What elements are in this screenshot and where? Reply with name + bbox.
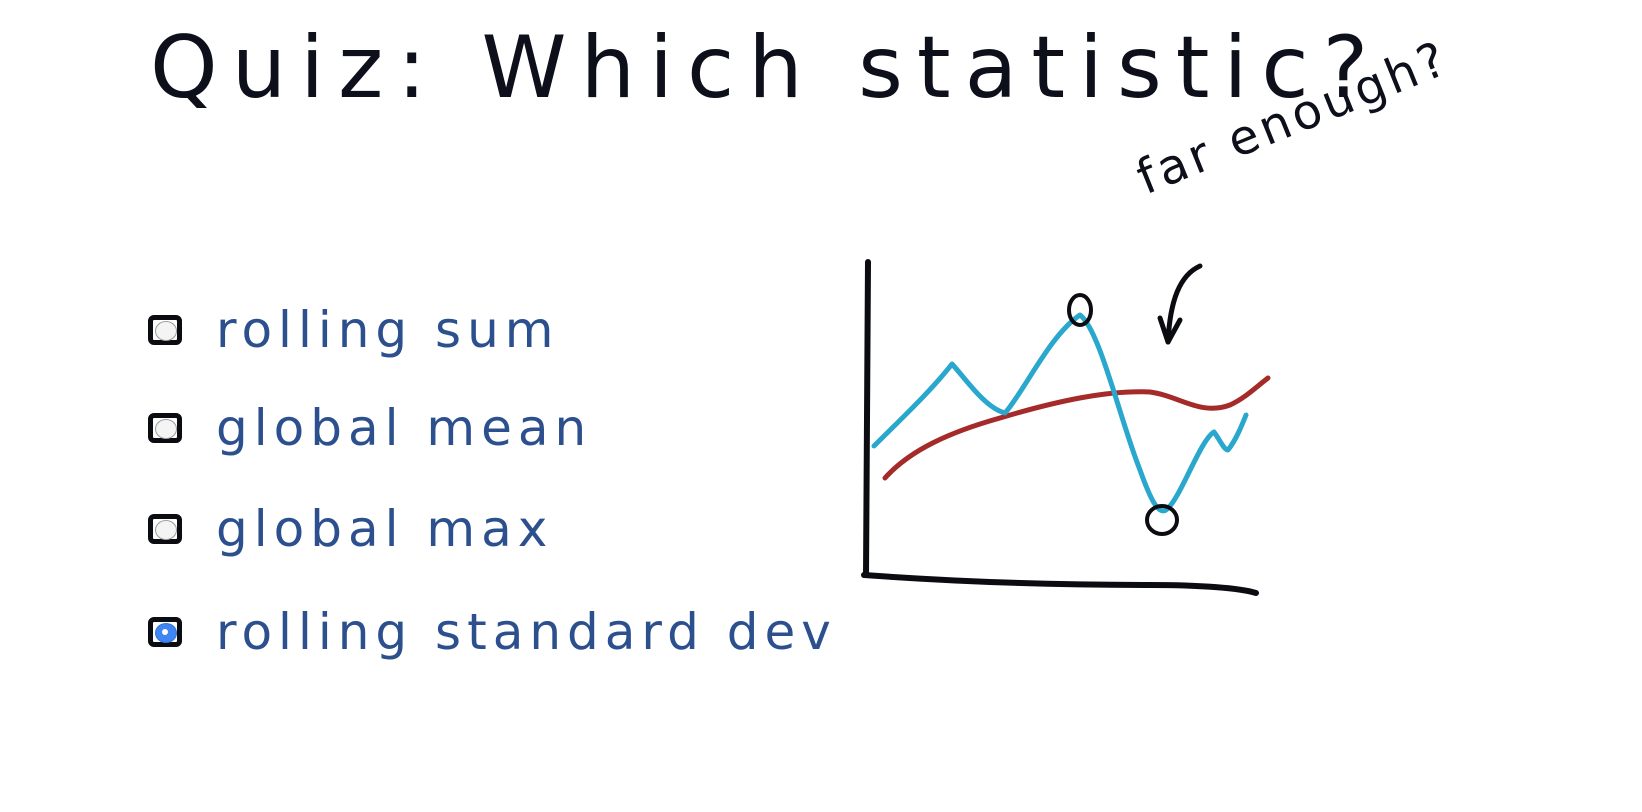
option-label: rolling standard dev [216, 603, 837, 661]
radio-button[interactable] [148, 315, 182, 345]
signal-line [871, 312, 1249, 514]
option-rolling-standard-dev[interactable]: rolling standard dev [148, 602, 837, 662]
radio-button-selected[interactable] [148, 617, 182, 647]
option-rolling-sum[interactable]: rolling sum [148, 300, 560, 360]
radio-indicator [155, 520, 177, 540]
radio-button[interactable] [148, 514, 182, 544]
option-global-max[interactable]: global max [148, 499, 553, 559]
trough-circle [1145, 504, 1179, 536]
option-label: rolling sum [216, 301, 560, 359]
option-global-mean[interactable]: global mean [148, 398, 592, 458]
radio-button[interactable] [148, 413, 182, 443]
radio-indicator [155, 623, 177, 643]
arrow-shaft [1165, 263, 1203, 345]
radio-indicator [155, 419, 177, 439]
y-axis [863, 259, 871, 578]
peak-circle [1067, 293, 1093, 327]
option-label: global mean [216, 399, 593, 457]
quiz-title: Quiz: Which statistic? [150, 18, 1383, 118]
mean-line [882, 375, 1271, 481]
option-label: global max [216, 500, 554, 558]
arrow-head [1157, 315, 1183, 345]
radio-indicator [155, 321, 177, 341]
x-axis [861, 572, 1259, 596]
